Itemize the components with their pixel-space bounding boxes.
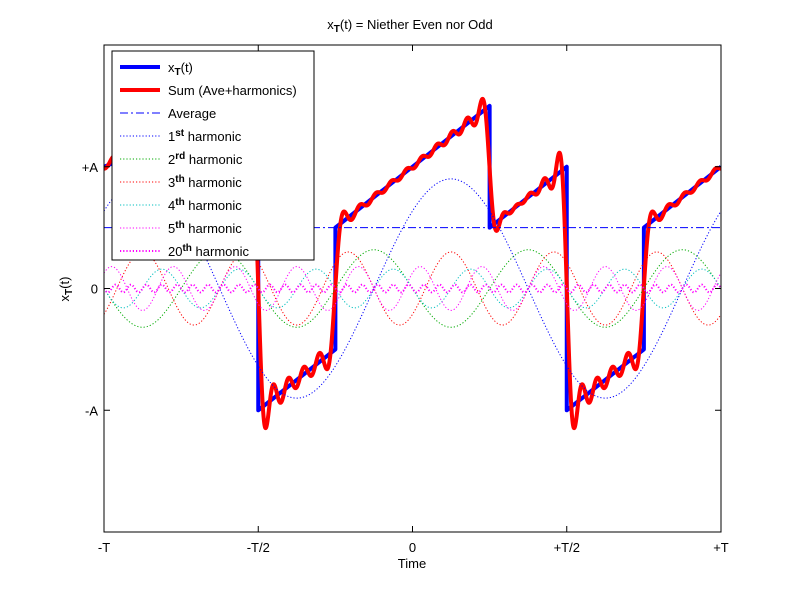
x-tick-label-3: +T/2: [554, 540, 580, 555]
y-tick-label-0: +A: [82, 160, 99, 175]
series-harmonic-5: [104, 266, 721, 311]
x-tick-label-2: 0: [409, 540, 416, 555]
y-tick-label-2: -A: [85, 403, 98, 418]
legend-label-7: 5th harmonic: [168, 220, 242, 236]
y-axis-label-main: x: [57, 294, 72, 301]
x-axis-ticks: -T -T/2 0 +T/2 +T: [98, 45, 729, 555]
y-axis-label-rest: (t): [57, 277, 72, 289]
legend-label-3: 1st harmonic: [168, 128, 242, 144]
y-axis-label: xT(t): [57, 277, 75, 302]
chart-title-main: x: [327, 17, 334, 32]
series-harmonic-2: [104, 249, 721, 328]
legend-label-1: Sum (Ave+harmonics): [168, 83, 297, 98]
series-harmonic-20: [104, 283, 721, 294]
chart-title-rest: (t) = Niether Even nor Odd: [340, 17, 493, 32]
legend-label-4: 2rd harmonic: [168, 151, 243, 167]
legend-box: [111, 50, 315, 261]
x-tick-label-1: -T/2: [247, 540, 270, 555]
y-axis-ticks: +A 0 -A: [82, 160, 721, 418]
legend-label-8: 20th harmonic: [168, 243, 250, 259]
y-tick-label-1: 0: [91, 282, 98, 297]
legend-label-0: xT(t): [168, 60, 193, 78]
x-tick-label-0: -T: [98, 540, 110, 555]
legend-label-2: Average: [168, 106, 216, 121]
legend: xT(t) Sum (Ave+harmonics) Average 1st harmo…: [111, 50, 315, 261]
legend-label-6: 4th harmonic: [168, 197, 242, 213]
y-axis-label-sub: T: [64, 289, 75, 295]
legend-label-5: 3th harmonic: [168, 174, 242, 190]
chart-title-sub: T: [334, 24, 340, 35]
x-tick-label-4: +T: [713, 540, 729, 555]
series-harmonic-3: [104, 251, 721, 326]
chart-title: xT(t) = Niether Even nor Odd: [327, 17, 492, 35]
x-axis-label: Time: [398, 556, 426, 571]
